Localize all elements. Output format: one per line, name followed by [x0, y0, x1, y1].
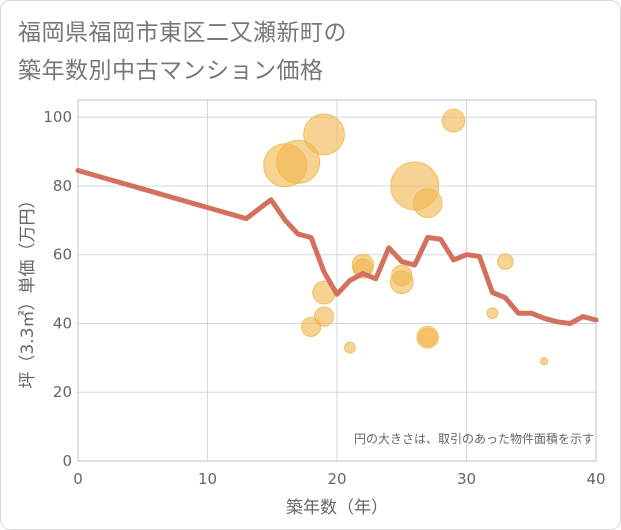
bubble-size-note: 円の大きさは、取引のあった物件面積を示す [354, 431, 594, 446]
x-tick-label: 40 [586, 470, 605, 488]
bubble-point [389, 270, 414, 295]
bubble-point [418, 327, 438, 347]
bubble-point [540, 357, 549, 366]
bubble-point [276, 139, 321, 184]
bubble-point [486, 307, 499, 320]
y-tick-label: 0 [62, 452, 72, 470]
bubble-point [412, 188, 443, 219]
bubble-point [313, 306, 335, 327]
x-tick-label: 10 [198, 470, 217, 488]
y-tick-label: 100 [43, 108, 72, 126]
x-tick-label: 0 [73, 470, 83, 488]
trend-line [75, 168, 599, 326]
y-axis-label: 坪（3.3㎡）単価（万円） [18, 191, 38, 388]
bubble-series [263, 108, 549, 366]
plot-area [77, 99, 597, 462]
y-tick-label: 80 [53, 177, 72, 195]
bubble-point [344, 341, 356, 354]
x-tick-label: 30 [457, 470, 476, 488]
y-tick-label: 40 [53, 314, 72, 332]
bubble-point [303, 113, 345, 156]
y-tick-label: 20 [53, 383, 72, 401]
axis-ticks: 0 10 20 30 40 0 20 40 60 80 100 [43, 108, 605, 488]
chart-title: 福岡県福岡市東区二又瀬新町の 築年数別中古マンション価格 [18, 14, 578, 90]
chart-title-line-1: 福岡県福岡市東区二又瀬新町の [18, 20, 347, 46]
x-tick-label: 20 [327, 470, 346, 488]
x-axis-label: 築年数（年） [286, 498, 388, 518]
bubble-point [441, 108, 466, 133]
trend-series [75, 168, 599, 326]
y-tick-label: 60 [53, 246, 72, 264]
chart-title-line-2: 築年数別中古マンション価格 [18, 58, 324, 84]
bubble-point [497, 253, 514, 270]
grid-lines [78, 100, 596, 461]
